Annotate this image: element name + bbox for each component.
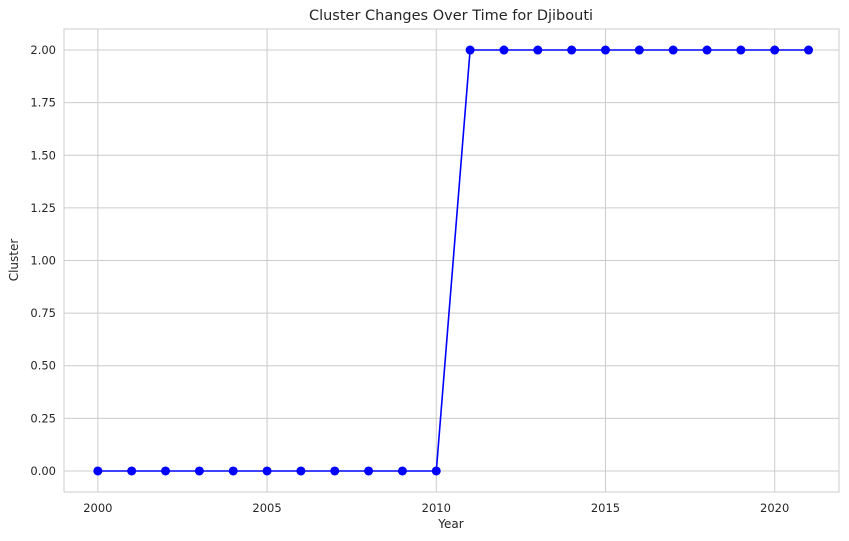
data-point [397, 466, 407, 476]
y-tick-labels: 0.00 0.25 0.50 0.75 1.00 1.25 1.50 1.75 2.00 [30, 43, 56, 478]
x-tick-label: 2000 [83, 501, 112, 515]
y-tick-label: 1.75 [30, 96, 56, 110]
data-point [330, 466, 340, 476]
data-point [600, 45, 610, 55]
plot-frame [63, 28, 840, 493]
data-point [465, 45, 475, 55]
data-point [499, 45, 509, 55]
y-gridlines [64, 49, 839, 472]
y-axis-label: Cluster [7, 239, 21, 282]
y-tick-label: 1.50 [30, 148, 56, 162]
x-tick-labels: 2000 2005 2010 2015 2020 [83, 501, 789, 515]
y-tick-label: 0.25 [30, 411, 56, 425]
x-gridlines [97, 29, 776, 492]
data-point [634, 45, 644, 55]
data-point [364, 466, 374, 476]
data-point [804, 45, 814, 55]
data-point [431, 466, 441, 476]
x-tick-label: 2010 [422, 501, 451, 515]
y-tick-label: 2.00 [30, 43, 56, 57]
data-point [93, 466, 103, 476]
data-point [770, 45, 780, 55]
x-axis-label: Year [437, 517, 463, 531]
y-tick-label: 1.25 [30, 201, 56, 215]
data-point [161, 466, 171, 476]
data-point [736, 45, 746, 55]
data-point [567, 45, 577, 55]
y-tick-label: 1.00 [30, 254, 56, 268]
x-tick-label: 2005 [252, 501, 281, 515]
series-layer [93, 45, 814, 476]
data-point [262, 466, 272, 476]
data-point [296, 466, 306, 476]
series-line [97, 49, 809, 472]
data-point [668, 45, 678, 55]
data-point [194, 466, 204, 476]
x-tick-label: 2015 [591, 501, 620, 515]
data-point [702, 45, 712, 55]
data-point [127, 466, 137, 476]
x-tick-label: 2020 [760, 501, 789, 515]
y-tick-label: 0.00 [30, 464, 56, 478]
y-tick-label: 0.75 [30, 306, 56, 320]
data-point [228, 466, 238, 476]
y-tick-label: 0.50 [30, 359, 56, 373]
chart-title: Cluster Changes Over Time for Djibouti [309, 8, 593, 24]
data-point [533, 45, 543, 55]
